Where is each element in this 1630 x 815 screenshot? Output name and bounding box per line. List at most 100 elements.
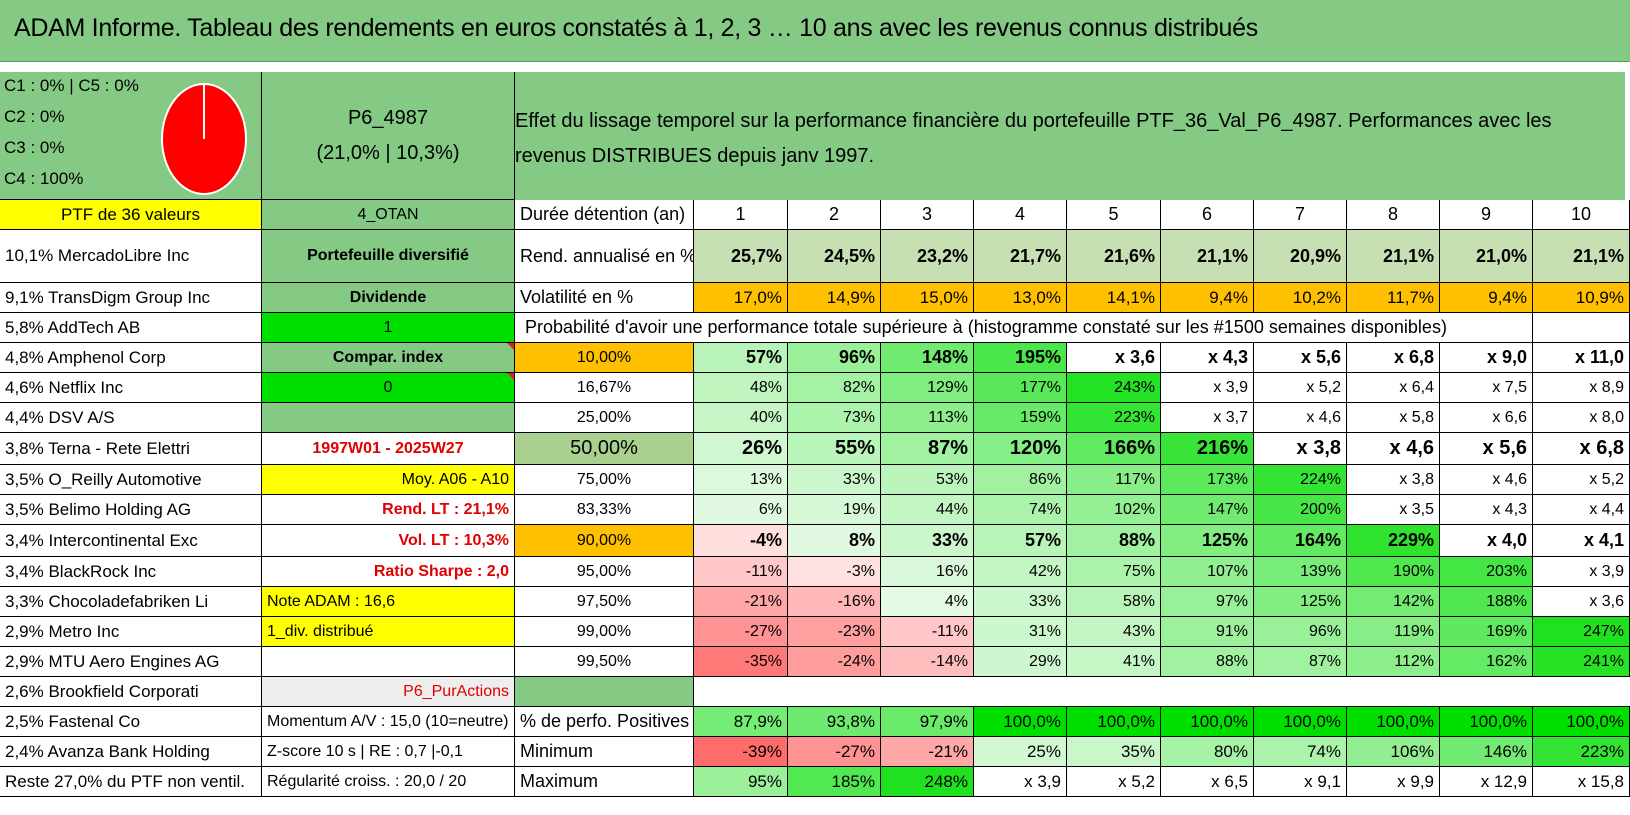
volatility-cell: 14,9% [788,283,881,313]
holding-row: 2,6% Brookfield Corporati [0,677,262,707]
year-header: 2 [788,200,881,230]
annual-return-cell: 23,2% [881,230,974,283]
year-header: 5 [1067,200,1161,230]
probability-cell: x 6,8 [1347,343,1440,373]
info-cell [262,403,515,433]
maximum-cell: x 3,9 [974,767,1067,797]
probability-cell: -35% [694,647,788,677]
info-cell: Rend. LT : 21,1% [262,495,515,525]
probability-cell: x 5,2 [1533,465,1630,495]
probability-cell: 33% [788,465,881,495]
probability-cell: 55% [788,433,881,465]
probability-cell: 96% [1254,617,1347,647]
probability-cell: x 3,6 [1533,587,1630,617]
holding-row: 5,8% AddTech AB [0,313,262,343]
probability-cell: 190% [1347,557,1440,587]
info-cell: Compar. index [262,343,515,373]
holding-row: 3,4% BlackRock Inc [0,557,262,587]
probability-cell: 40% [694,403,788,433]
info-cell: 1_div. distribué [262,617,515,647]
year-header: 10 [1533,200,1630,230]
probability-cell: 19% [788,495,881,525]
probability-cell: 188% [1440,587,1533,617]
probability-cell: 29% [974,647,1067,677]
annual-return-cell: 21,0% [1440,230,1533,283]
probability-cell: 243% [1067,373,1161,403]
annual-return-cell: 21,1% [1533,230,1630,283]
maximum-cell: x 6,5 [1161,767,1254,797]
maximum-cell: x 9,1 [1254,767,1347,797]
year-header: 6 [1161,200,1254,230]
probability-cell: 125% [1161,525,1254,557]
probability-cell: x 5,6 [1440,433,1533,465]
positive-perf-cell: 100,0% [1533,707,1630,737]
probability-cell: 75% [1067,557,1161,587]
probability-cell: 8% [788,525,881,557]
positive-perf-cell: 100,0% [1067,707,1161,737]
maximum-cell: 95% [694,767,788,797]
probability-cell: x 4,6 [1440,465,1533,495]
probability-cell: 229% [1347,525,1440,557]
probability-label: 75,00% [515,465,694,495]
probability-cell: x 5,6 [1254,343,1347,373]
probability-cell: -11% [881,617,974,647]
portfolio-header: P6_4987 (21,0% | 10,3%) [262,72,515,200]
volatility-cell: 15,0% [881,283,974,313]
holding-row: 2,4% Avanza Bank Holding [0,737,262,767]
info-cell: Note ADAM : 16,6 [262,587,515,617]
minimum-cell: -39% [694,737,788,767]
maximum-cell: x 15,8 [1533,767,1630,797]
probability-cell: 87% [881,433,974,465]
minimum-cell: -27% [788,737,881,767]
info-cell: Moy. A06 - A10 [262,465,515,495]
probability-cell: 42% [974,557,1067,587]
info-cell: 0 [262,373,515,403]
probability-cell: 16% [881,557,974,587]
probability-cell: 86% [974,465,1067,495]
year-header: 1 [694,200,788,230]
maximum-cell: x 5,2 [1067,767,1161,797]
probability-cell: 87% [1254,647,1347,677]
probability-cell: x 3,6 [1067,343,1161,373]
probability-cell: 164% [1254,525,1347,557]
description-block: Effet du lissage temporel sur la perform… [515,72,1625,200]
probability-cell: 203% [1440,557,1533,587]
probability-cell: 97% [1161,587,1254,617]
holding-row: 2,9% MTU Aero Engines AG [0,647,262,677]
holding-row: Reste 27,0% du PTF non ventil. [0,767,262,797]
maximum-cell: x 9,9 [1347,767,1440,797]
minimum-cell: 35% [1067,737,1161,767]
positive-perf-cell: 93,8% [788,707,881,737]
probability-label: 25,00% [515,403,694,433]
probability-cell: -3% [788,557,881,587]
probability-cell: -14% [881,647,974,677]
probability-cell: x 8,0 [1533,403,1630,433]
probability-cell: -21% [694,587,788,617]
probability-cell: 13% [694,465,788,495]
maximum-cell: 185% [788,767,881,797]
annual-return-cell: 21,6% [1067,230,1161,283]
positive-perf-cell: 100,0% [974,707,1067,737]
probability-cell: 177% [974,373,1067,403]
holding-row: 2,9% Metro Inc [0,617,262,647]
probability-cell: 57% [974,525,1067,557]
duration-header-label: Durée détention (an) [515,200,694,230]
holding-row: 10,1% MercadoLibre Inc [0,230,262,283]
volatility-cell: 10,2% [1254,283,1347,313]
positive-perf-cell: 100,0% [1440,707,1533,737]
year-header: 9 [1440,200,1533,230]
description-text: Effet du lissage temporel sur la perform… [515,110,1552,167]
info-cell [262,647,515,677]
probability-cell: 173% [1161,465,1254,495]
title-bar: ADAM Informe. Tableau des rendements en … [0,0,1630,62]
holding-row: 4,4% DSV A/S [0,403,262,433]
info-cell: 1 [262,313,515,343]
probability-cell: 112% [1347,647,1440,677]
probability-cell: 88% [1161,647,1254,677]
row-label: % de perfo. Positives [515,707,694,737]
probability-cell: 147% [1161,495,1254,525]
probability-cell: x 3,8 [1254,433,1347,465]
probability-label: 10,00% [515,343,694,373]
probability-cell: x 7,5 [1440,373,1533,403]
